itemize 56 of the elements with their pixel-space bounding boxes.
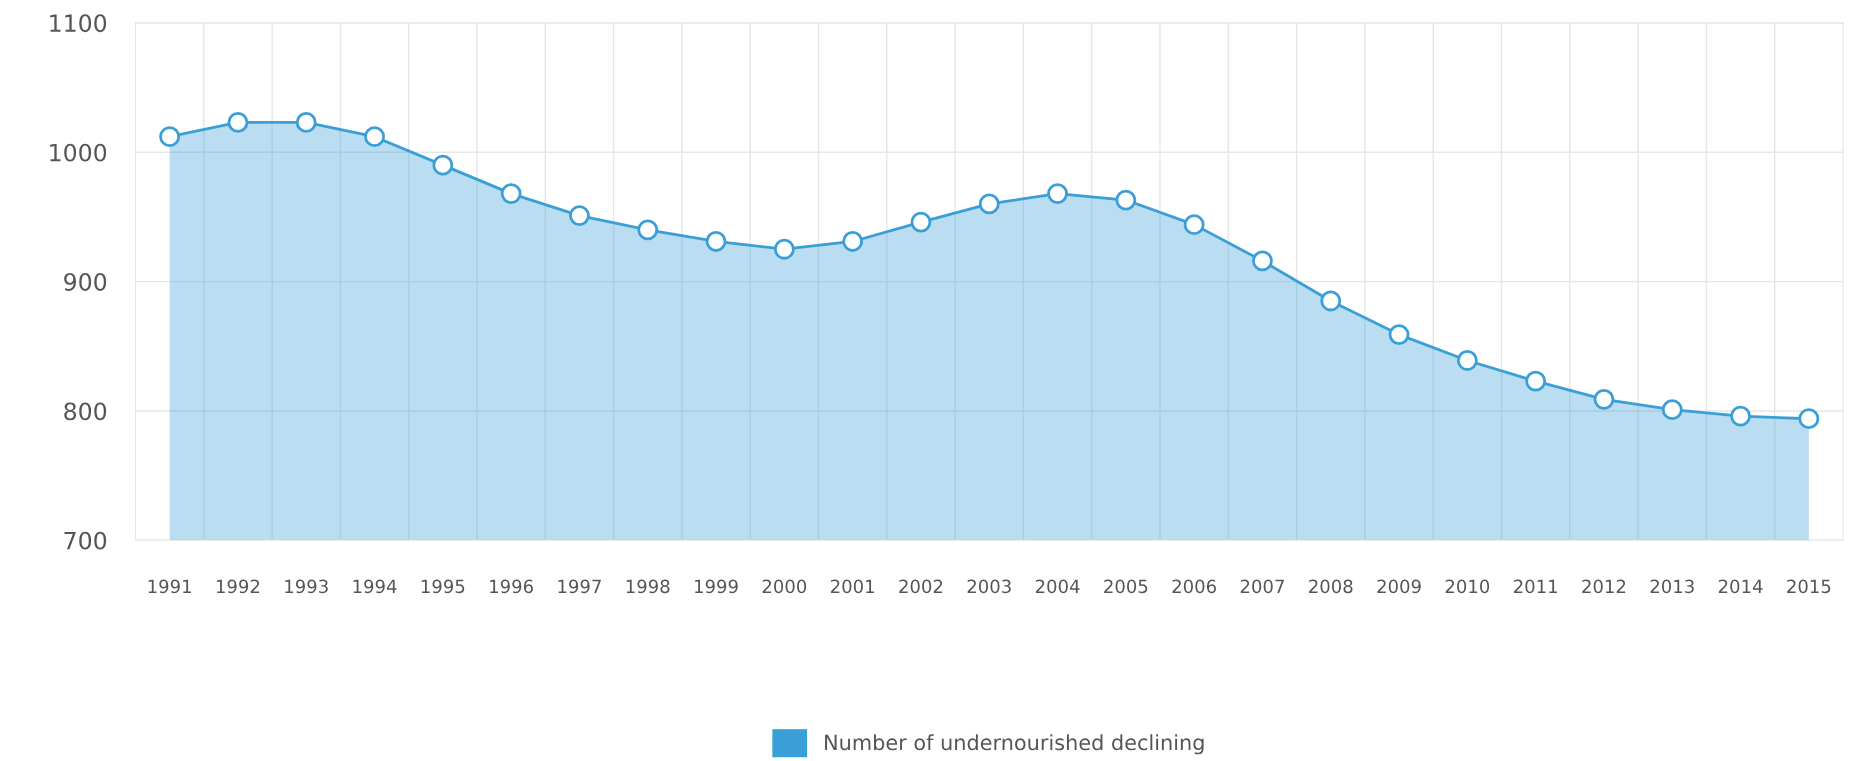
legend-label: Number of undernourished declining: [825, 734, 1204, 755]
point: [227, 112, 249, 133]
point: [500, 183, 522, 205]
point: [1456, 350, 1478, 371]
point: [159, 126, 181, 148]
point: [1525, 370, 1547, 392]
x-tick-label: 2001: [830, 579, 874, 594]
x-tick-label: 2008: [1309, 579, 1353, 594]
x-tick-label: 2000: [762, 579, 807, 594]
point: [1730, 405, 1751, 427]
point: [1798, 408, 1820, 430]
x-tick-label: 1998: [626, 579, 670, 594]
point: [978, 193, 1000, 215]
x-tick-label: 2004: [1035, 579, 1080, 594]
x-tick-label: 2014: [1718, 579, 1763, 594]
point: [364, 126, 385, 148]
y-tick-label: 800: [64, 402, 107, 421]
x-tick-label: 2011: [1514, 579, 1557, 594]
x-tick-label: 1992: [216, 579, 260, 594]
point: [637, 219, 659, 241]
point: [1047, 183, 1068, 205]
x-tick-label: 2002: [899, 579, 943, 594]
x-tick-label: 2013: [1650, 579, 1694, 594]
y-tick-label: 1000: [50, 143, 107, 162]
point: [1661, 399, 1683, 421]
x-tick-label: 1996: [490, 579, 533, 594]
x-tick-label: 1995: [421, 579, 465, 594]
point: [1183, 214, 1205, 236]
y-tick-label: 900: [64, 273, 107, 291]
point: [705, 231, 727, 252]
x-tick-label: 2005: [1104, 579, 1148, 594]
x-tick-label: 2003: [967, 579, 1011, 594]
point: [842, 231, 864, 252]
y-tick-label: 1100: [50, 14, 107, 33]
point: [1320, 290, 1342, 312]
point: [1388, 324, 1410, 346]
x-tick-label: 1991: [148, 579, 191, 594]
point: [295, 112, 317, 133]
x-tick-label: 1993: [285, 579, 328, 594]
x-tick-label: 2010: [1445, 579, 1490, 594]
point: [910, 211, 932, 233]
point: [1252, 250, 1273, 272]
x-tick-label: 1997: [558, 579, 601, 594]
x-tick-label: 1999: [695, 579, 738, 594]
point: [773, 238, 795, 260]
point: [569, 205, 590, 227]
x-tick-label: 1994: [353, 579, 397, 594]
point: [432, 154, 454, 176]
x-tick-label: 2007: [1240, 579, 1284, 594]
x-tick-label: 2012: [1582, 579, 1626, 594]
point: [1593, 388, 1615, 410]
x-tick-label: 2006: [1172, 579, 1216, 594]
y-tick-label: 700: [64, 531, 107, 550]
x-tick-label: 2009: [1377, 579, 1421, 594]
x-tick-label: 2015: [1787, 579, 1831, 594]
point: [1115, 189, 1137, 211]
